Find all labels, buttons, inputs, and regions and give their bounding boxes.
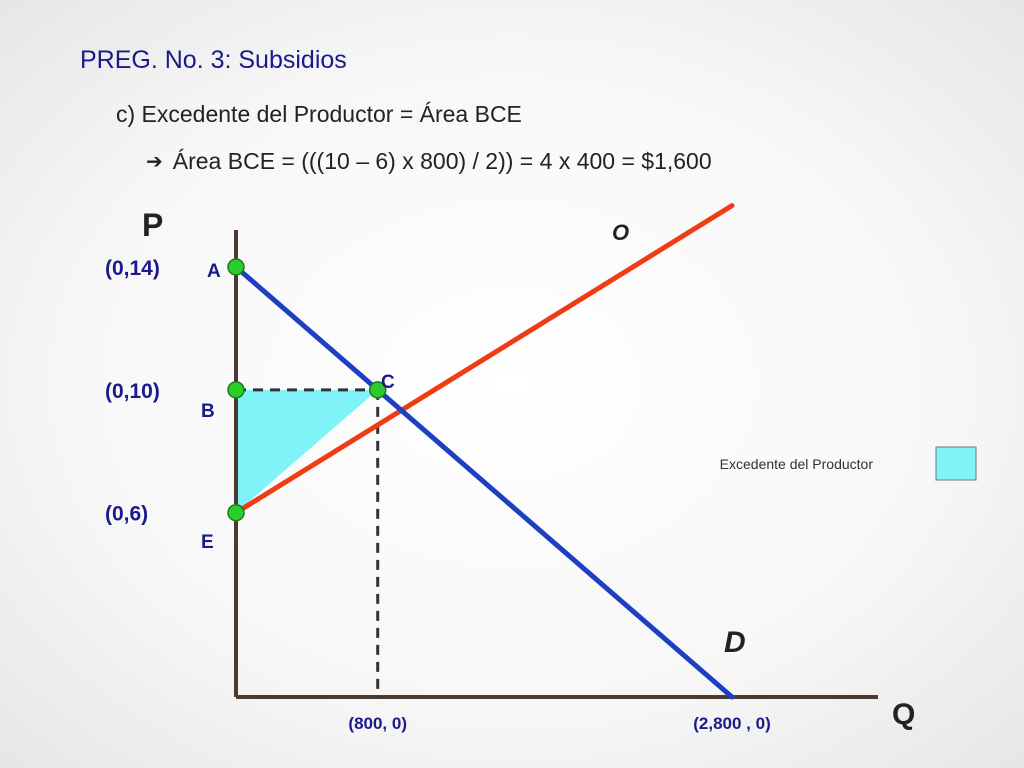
x-tick-label-1: (2,800 , 0) [693,714,771,733]
x-tick-label-0: (800, 0) [348,714,407,733]
y-axis-label: P [142,207,163,243]
series-line-d [233,264,735,700]
area-calculation-text: Área BCE = (((10 – 6) x 800) / 2)) = 4 x… [172,148,712,174]
area-calculation: ➔ Área BCE = (((10 – 6) x 800) / 2)) = 4… [146,148,712,175]
point-b [227,381,245,399]
legend-label: Excedente del Productor [720,456,874,472]
coord-label-b: (0,10) [105,380,160,403]
producer-surplus-area [236,389,378,513]
demand-curve-label: D [724,626,746,659]
legend-swatch [935,446,977,481]
point-c [368,381,387,399]
point-label-b: B [201,401,215,422]
point-label-e: E [201,532,214,553]
point-e [227,503,245,522]
coord-label-e: (0,6) [105,503,148,526]
point-label-c: C [381,372,395,393]
slide-title: PREG. No. 3: Subsidios [80,46,347,74]
right-arrow-icon: ➔ [146,151,163,173]
point-label-a: A [207,261,221,282]
coord-label-a: (0,14) [105,257,160,280]
supply-curve-label: O [612,220,629,245]
series-line-o [233,203,735,516]
point-a [227,258,245,276]
producer-surplus-statement: c) Excedente del Productor = Área BCE [116,101,522,127]
x-axis-label: Q [892,698,915,731]
